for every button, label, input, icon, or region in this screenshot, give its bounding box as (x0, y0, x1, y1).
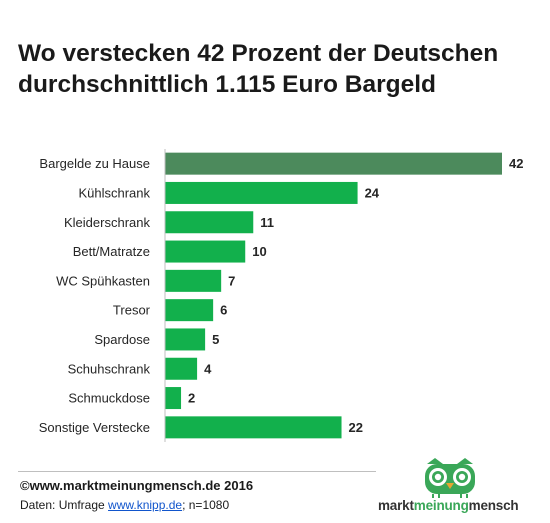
value-label: 7 (228, 273, 235, 288)
value-label: 24 (365, 185, 380, 200)
bar (165, 181, 358, 204)
value-label: 4 (204, 361, 212, 376)
bar (165, 240, 246, 263)
logo-word-markt: markt (378, 498, 414, 513)
title-line-1: Wo verstecken 42 Prozent der Deutschen (18, 40, 499, 67)
bar (165, 387, 182, 410)
owl-icon (425, 458, 475, 498)
value-label: 42 (509, 156, 523, 171)
category-label: Sonstige Verstecke (39, 420, 150, 435)
category-label: Kleiderschrank (64, 215, 150, 230)
value-label: 22 (349, 420, 363, 435)
brand-logo: marktmeinungmensch (378, 456, 534, 518)
logo-word-mensch: mensch (468, 498, 519, 513)
category-label: Schuhschrank (68, 361, 151, 376)
value-label: 5 (212, 332, 219, 347)
bar (165, 416, 342, 439)
title-line-2: durchschnittlich 1.115 Euro Bargeld (18, 71, 436, 98)
bar (165, 152, 502, 175)
source-link[interactable]: www.knipp.de (108, 498, 183, 512)
bar (165, 328, 206, 351)
logo-wordmark: marktmeinungmensch (378, 498, 519, 513)
source-text: Daten: Umfrage www.knipp.de; n=1080 (20, 498, 229, 512)
category-label: Schmuckdose (68, 391, 150, 406)
bar (165, 211, 254, 234)
footer-divider (18, 471, 376, 472)
logo-word-meinung: meinung (413, 498, 469, 513)
value-label: 6 (220, 303, 227, 318)
bar-chart: Bargelde zu Hause 42 Kühlschrank 24 Kleiders… (39, 149, 523, 442)
source-suffix: ; n=1080 (182, 498, 230, 512)
bar (165, 299, 214, 322)
category-label: Bargelde zu Hause (39, 156, 150, 171)
copyright-text: ©www.marktmeinungmensch.de 2016 (20, 478, 254, 493)
category-label: Spardose (94, 332, 150, 347)
category-label: WC Spühkasten (56, 273, 150, 288)
value-label: 2 (188, 391, 195, 406)
category-label: Tresor (113, 303, 151, 318)
bar (165, 357, 198, 380)
value-label: 11 (260, 215, 274, 230)
category-label: Bett/Matratze (73, 244, 150, 259)
category-label: Kühlschrank (78, 185, 150, 200)
bar (165, 269, 222, 292)
source-prefix: Daten: Umfrage (20, 498, 109, 512)
value-label: 10 (252, 244, 266, 259)
chart-title: Wo verstecken 42 Prozent der Deutschen d… (18, 38, 538, 100)
